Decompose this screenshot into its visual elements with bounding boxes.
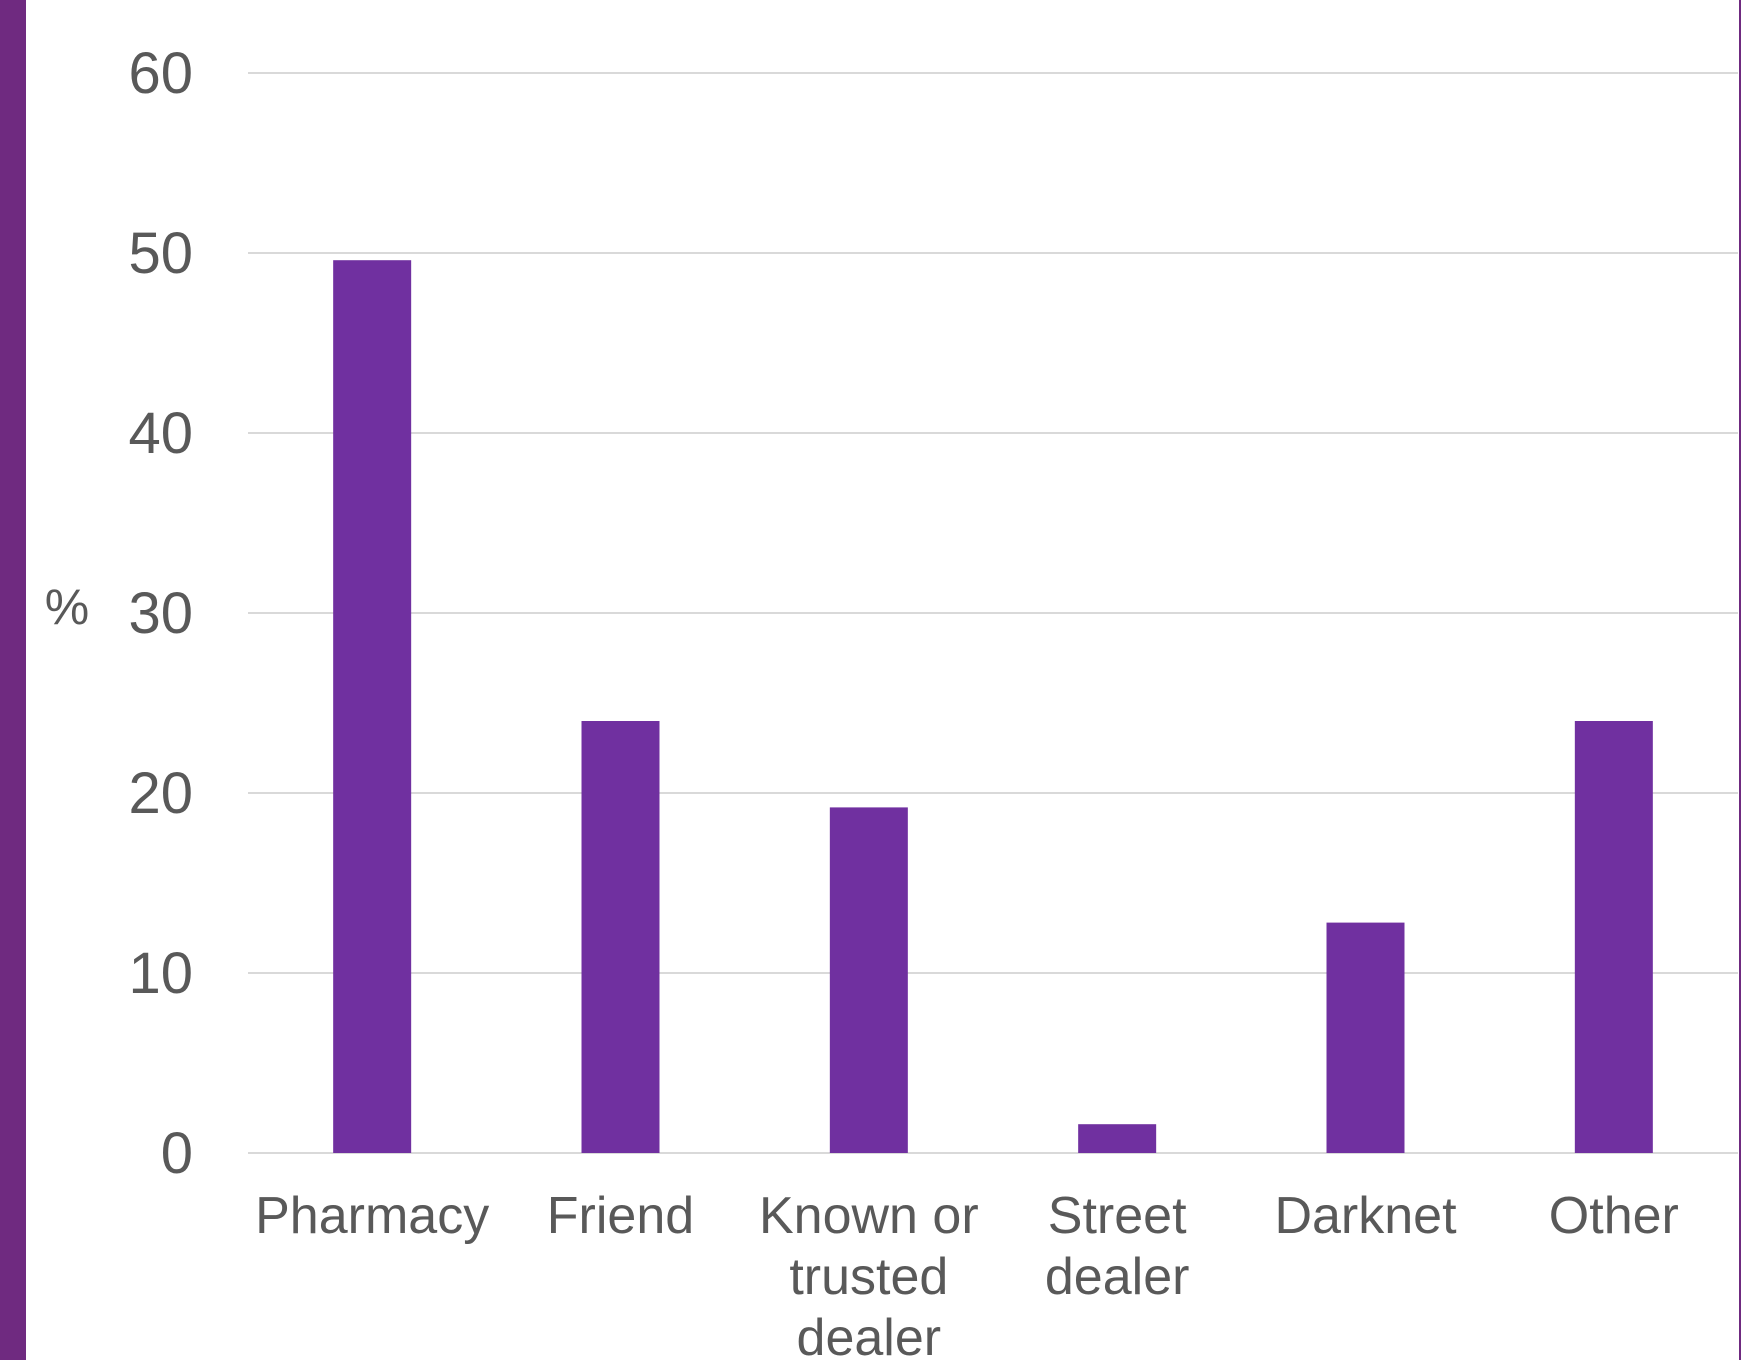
x-category-label: Street dealer <box>1045 1187 1190 1306</box>
x-category-label: Other <box>1549 1187 1679 1245</box>
x-axis-labels: Pharmacy Friend Known or trusted dealer Stree… <box>255 1187 1679 1360</box>
bar-street-dealer <box>1078 1124 1157 1153</box>
gridlines <box>248 72 1738 1154</box>
right-border <box>1739 0 1741 1360</box>
bar-other <box>1574 721 1653 1153</box>
x-category-label: Darknet <box>1274 1187 1457 1245</box>
y-tick-label: 10 <box>128 941 193 1006</box>
bar-friend <box>581 721 660 1153</box>
y-axis-ticks: 0 10 20 30 40 50 60 <box>128 41 193 1186</box>
bar-known-or-trusted-dealer <box>829 807 908 1153</box>
x-category-label: Pharmacy <box>255 1187 489 1245</box>
bars <box>333 260 1653 1153</box>
y-tick-label: 0 <box>161 1121 193 1186</box>
y-tick-label: 50 <box>128 221 193 286</box>
accent-stripe <box>0 0 26 1360</box>
bar-darknet <box>1326 922 1405 1153</box>
y-tick-label: 60 <box>128 41 193 106</box>
y-tick-label: 30 <box>128 581 193 646</box>
x-category-label: Known or trusted dealer <box>759 1187 979 1360</box>
x-category-label: Friend <box>547 1187 694 1245</box>
y-axis-title: % <box>45 579 89 635</box>
y-tick-label: 40 <box>128 401 193 466</box>
bar-pharmacy <box>333 260 412 1153</box>
y-tick-label: 20 <box>128 761 193 826</box>
